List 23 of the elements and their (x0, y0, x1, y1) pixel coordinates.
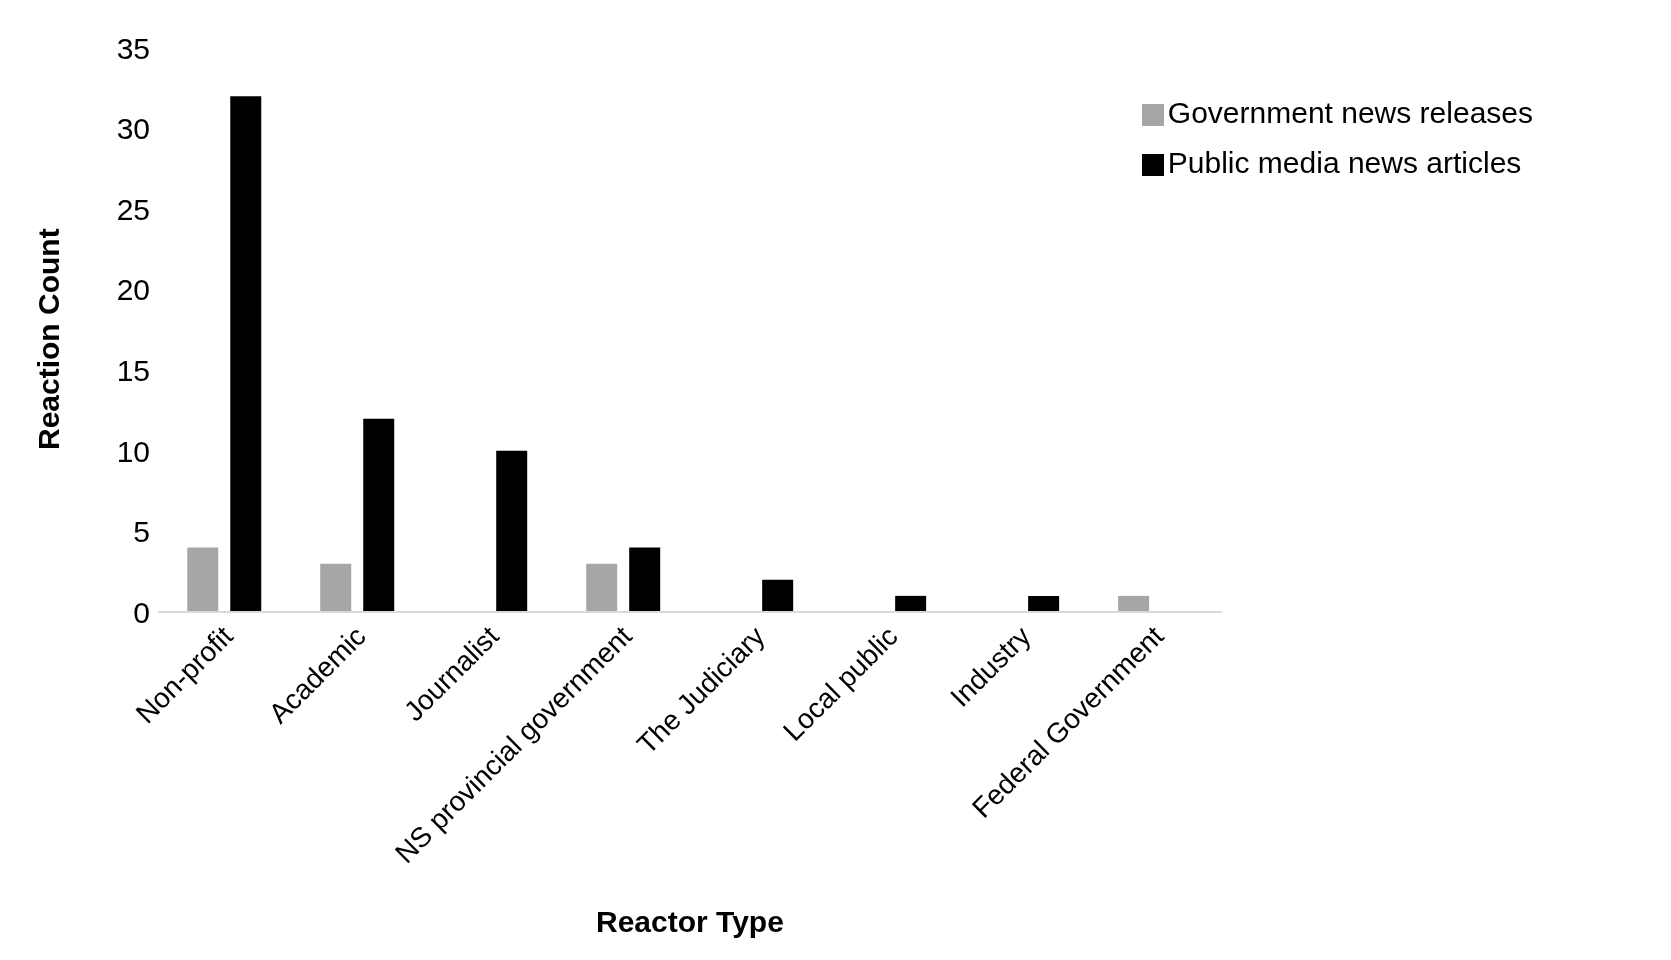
y-tick-label: 35 (116, 31, 150, 65)
bar (363, 418, 395, 612)
y-tick-label: 20 (116, 273, 150, 307)
bar (187, 547, 219, 612)
bar (496, 450, 528, 612)
y-tick-label: 30 (116, 112, 150, 146)
x-axis-title: Reactor Type (595, 905, 784, 938)
legend-label: Government news releases (1167, 96, 1533, 129)
y-tick-label: 5 (133, 515, 150, 549)
bar (320, 563, 352, 612)
y-tick-label: 25 (116, 192, 150, 226)
y-tick-label: 10 (116, 434, 150, 468)
bar (762, 579, 794, 612)
y-tick-label: 15 (116, 353, 150, 387)
y-tick-label: 0 (133, 595, 150, 629)
bar (1118, 595, 1150, 612)
bar (629, 547, 661, 612)
bar (1028, 595, 1060, 612)
y-axis-title: Reaction Count (31, 228, 65, 450)
legend-label: Public media news articles (1167, 146, 1522, 179)
bar (895, 595, 927, 612)
bar (586, 563, 618, 612)
bar (230, 96, 262, 612)
